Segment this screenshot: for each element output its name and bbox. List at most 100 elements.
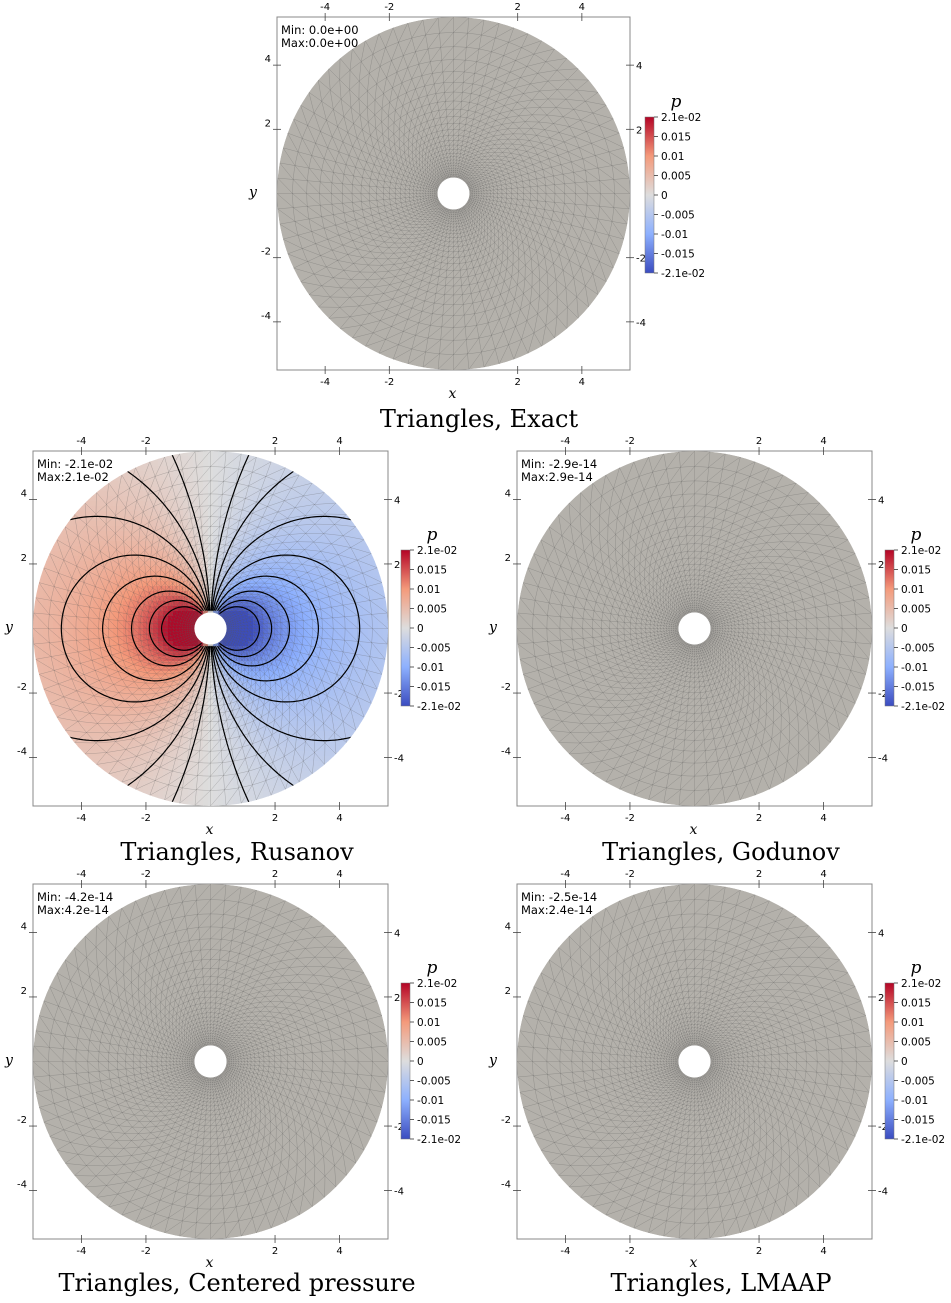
field-cell [333, 676, 339, 682]
field-cell [163, 486, 169, 492]
field-cell [283, 716, 289, 722]
field-cell [213, 681, 219, 687]
field-cell [293, 736, 299, 742]
field-cell [218, 661, 224, 667]
field-cell [98, 521, 104, 527]
field-cell [368, 701, 374, 707]
field-cell [88, 741, 94, 747]
field-cell [368, 616, 374, 622]
field-cell [328, 691, 334, 697]
field-cell [348, 696, 354, 702]
field-cell [368, 606, 374, 612]
field-cell [293, 691, 299, 697]
field-cell [273, 556, 279, 562]
field-cell [313, 736, 319, 742]
field-cell [198, 486, 204, 492]
field-cell [228, 781, 234, 787]
field-cell [243, 531, 249, 537]
field-cell [63, 661, 69, 667]
field-cell [283, 566, 289, 572]
field-cell [78, 586, 84, 592]
field-cell [288, 711, 294, 717]
field-cell [163, 621, 169, 627]
field-cell [223, 776, 229, 782]
field-cell [93, 676, 99, 682]
field-cell [348, 556, 354, 562]
field-cell [258, 531, 264, 537]
field-cell [143, 581, 149, 587]
field-cell [288, 551, 294, 557]
field-cell [178, 496, 184, 502]
field-cell [168, 481, 174, 487]
field-cell [78, 511, 84, 517]
field-cell [333, 516, 339, 522]
field-cell [303, 681, 309, 687]
field-cell [178, 616, 184, 622]
field-cell [223, 766, 229, 772]
field-cell [318, 631, 324, 637]
field-cell [133, 576, 139, 582]
field-cell [143, 666, 149, 672]
field-cell [373, 646, 379, 652]
field-cell [353, 576, 359, 582]
field-cell [98, 676, 104, 682]
field-cell [83, 526, 89, 532]
field-cell [283, 506, 289, 512]
field-cell [248, 466, 254, 472]
field-cell [108, 546, 114, 552]
field-cell [353, 626, 359, 632]
field-cell [383, 631, 388, 637]
field-cell [343, 581, 349, 587]
field-cell [203, 496, 209, 502]
field-cell [173, 631, 179, 637]
field-cell [143, 781, 149, 787]
field-cell [98, 701, 104, 707]
field-cell [108, 586, 114, 592]
field-cell [98, 506, 104, 512]
field-cell [108, 581, 114, 587]
field-cell [333, 636, 339, 642]
field-cell [263, 481, 269, 487]
field-cell [363, 701, 369, 707]
field-cell [43, 676, 49, 682]
field-cell [363, 606, 369, 612]
field-cell [293, 756, 299, 762]
field-cell [123, 696, 129, 702]
field-cell [173, 491, 179, 497]
field-cell [288, 721, 294, 727]
field-cell [203, 531, 209, 537]
field-cell [338, 656, 344, 662]
y-tick-label-left: 4 [505, 488, 511, 499]
field-cell [308, 686, 314, 692]
field-cell [123, 536, 129, 542]
field-cell [188, 741, 194, 747]
field-cell [198, 661, 204, 667]
field-cell [83, 641, 89, 647]
field-cell [183, 761, 189, 767]
field-cell [148, 541, 154, 547]
field-cell [188, 561, 194, 567]
field-cell [123, 596, 129, 602]
field-cell [183, 676, 189, 682]
field-cell [138, 506, 144, 512]
field-cell [343, 626, 349, 632]
field-cell [133, 616, 139, 622]
field-cell [43, 566, 49, 572]
field-cell [173, 581, 179, 587]
field-cell [183, 566, 189, 572]
field-cell [253, 541, 259, 547]
field-cell [103, 751, 109, 757]
field-cell [58, 631, 64, 637]
field-cell [313, 746, 319, 752]
field-cell [343, 546, 349, 552]
field-cell [218, 471, 224, 477]
field-cell [123, 716, 129, 722]
field-cell [313, 591, 319, 597]
field-cell [78, 556, 84, 562]
field-cell [153, 716, 159, 722]
field-cell [223, 741, 229, 747]
field-cell [188, 761, 194, 767]
field-cell [118, 756, 124, 762]
field-cell [308, 486, 314, 492]
field-cell [258, 471, 264, 477]
